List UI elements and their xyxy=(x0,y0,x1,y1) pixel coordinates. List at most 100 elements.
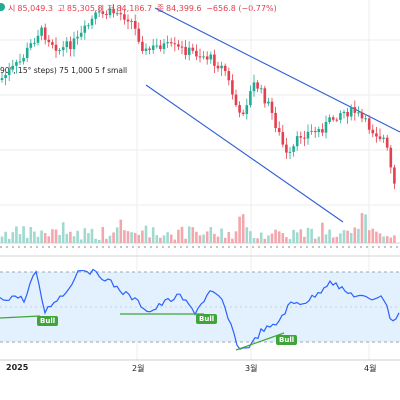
candle-body xyxy=(245,105,249,115)
volume-bar xyxy=(97,239,101,243)
volume-bar xyxy=(227,232,231,243)
volume-bar xyxy=(15,226,18,243)
volume-bar xyxy=(94,238,97,243)
volume-bar xyxy=(220,228,223,243)
indicator-settings-label[interactable]: 90°, 15° steps) 75 1,000 5 f small xyxy=(0,66,128,75)
candle-body xyxy=(51,42,54,45)
candle-body xyxy=(371,129,375,134)
volume-bar xyxy=(292,229,295,243)
status-dot-icon xyxy=(0,3,5,11)
candle-body xyxy=(292,146,295,152)
candle-body xyxy=(349,107,353,117)
candle-body xyxy=(209,54,213,60)
volume-bar xyxy=(313,238,317,243)
volume-bar xyxy=(306,227,310,243)
volume-bar xyxy=(11,232,15,243)
candle-body xyxy=(159,45,162,50)
volume-bar xyxy=(238,216,241,243)
volume-bar xyxy=(349,232,353,243)
volume-bar xyxy=(25,237,29,243)
candle-body xyxy=(375,133,378,137)
candle-body xyxy=(69,41,72,50)
rsi-line xyxy=(0,268,400,350)
volume-bar xyxy=(22,226,25,243)
candle-body xyxy=(252,82,256,92)
volume-bar xyxy=(58,234,61,243)
close-value: 84,399.6 xyxy=(166,4,202,13)
channel-upper-trendline[interactable] xyxy=(154,7,400,133)
candle-body xyxy=(202,56,205,58)
volume-bar xyxy=(166,232,169,243)
volume-bar xyxy=(382,236,385,243)
candle-body xyxy=(83,25,87,33)
volume-bar xyxy=(119,219,123,243)
open-label: 시 xyxy=(8,4,16,13)
volume-bar xyxy=(281,233,285,243)
bull-label-2[interactable]: Bull xyxy=(196,314,218,324)
candle-body xyxy=(76,36,79,39)
volume-bar xyxy=(47,236,51,243)
candle-body xyxy=(299,136,303,138)
candle-body xyxy=(241,112,245,115)
volume-bar xyxy=(209,227,213,243)
candle-body xyxy=(90,18,94,26)
volume-bar xyxy=(87,233,90,243)
candle-body xyxy=(274,112,277,129)
volume-bar xyxy=(72,236,76,243)
volume-bar xyxy=(223,237,227,243)
volume-bar xyxy=(69,231,72,243)
candle-body xyxy=(385,137,389,148)
volume-bar xyxy=(216,236,220,243)
candle-body xyxy=(267,101,270,104)
volume-bar xyxy=(310,228,313,243)
volume-bar xyxy=(133,232,137,243)
candle-body xyxy=(389,147,393,168)
bull-label-1[interactable]: Bull xyxy=(37,316,59,326)
candle-body xyxy=(198,56,202,58)
candle-body xyxy=(277,128,281,133)
volume-bar xyxy=(130,232,133,243)
volume-bar xyxy=(126,231,130,243)
candle-body xyxy=(346,111,349,117)
candle-body xyxy=(151,45,155,50)
volume-bar xyxy=(191,227,195,243)
candle-body xyxy=(0,78,4,80)
candle-body xyxy=(133,21,137,29)
volume-bar xyxy=(144,225,148,243)
candlesticks xyxy=(0,4,396,190)
candle-body xyxy=(126,19,130,22)
candle-body xyxy=(119,13,123,15)
change-value: −656.8 (−0.77%) xyxy=(206,4,277,13)
candle-body xyxy=(11,65,15,70)
volume-bar xyxy=(187,226,191,243)
candle-body xyxy=(115,13,119,15)
volume-bar xyxy=(83,228,87,243)
channel-lower-trendline[interactable] xyxy=(145,84,344,223)
candle-body xyxy=(220,65,223,69)
candle-body xyxy=(173,43,177,45)
candle-body xyxy=(155,45,159,47)
volume-bar xyxy=(252,237,256,243)
candle-body xyxy=(15,62,18,66)
candle-body xyxy=(317,129,321,133)
volume-bar xyxy=(259,232,263,243)
candle-body xyxy=(79,32,83,37)
volume-bar xyxy=(389,237,393,243)
candle-body xyxy=(393,167,396,184)
candle-body xyxy=(306,131,310,139)
candle-body xyxy=(364,118,367,120)
volume-bar xyxy=(155,235,159,243)
volume-bar xyxy=(51,229,54,243)
bull-label-3[interactable]: Bull xyxy=(276,335,298,345)
candle-body xyxy=(303,137,306,139)
x-label-mar: 3월 xyxy=(245,364,258,373)
candle-body xyxy=(238,105,241,113)
volume-bar xyxy=(353,227,357,243)
candle-body xyxy=(94,12,97,19)
x-label-feb: 2월 xyxy=(132,364,145,373)
volume-bar xyxy=(303,236,306,243)
candle-body xyxy=(22,57,25,62)
volume-bar xyxy=(371,228,375,243)
candle-body xyxy=(130,21,133,23)
